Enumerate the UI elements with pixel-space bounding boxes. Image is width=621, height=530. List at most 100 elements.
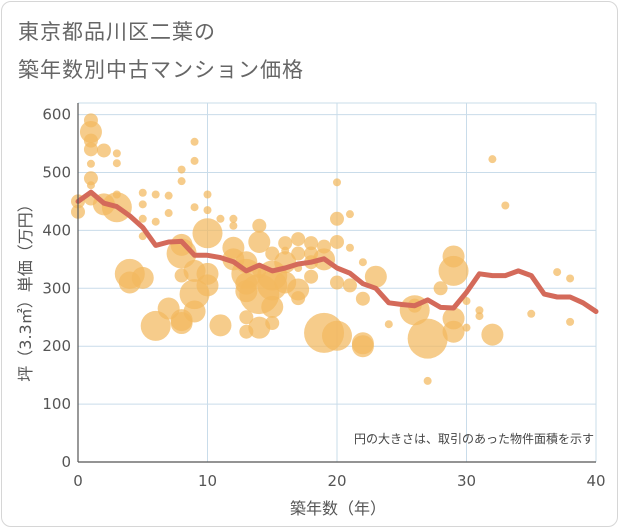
bubble-point bbox=[345, 243, 354, 252]
chart-title-line-1: 東京都品川区二葉の bbox=[18, 20, 216, 44]
bubble-point bbox=[317, 239, 332, 254]
bubble-point bbox=[265, 316, 280, 331]
bubble-point bbox=[138, 214, 147, 223]
bubble-point bbox=[112, 190, 121, 199]
bubble-point bbox=[475, 306, 484, 315]
bubble-point bbox=[252, 218, 267, 233]
bubble-point bbox=[423, 376, 432, 385]
x-tick-label: 30 bbox=[457, 472, 476, 490]
bubble-point bbox=[229, 221, 238, 230]
bubble-point bbox=[475, 312, 484, 321]
bubble-point bbox=[177, 177, 186, 186]
bubble-point bbox=[407, 318, 448, 359]
bubble-point bbox=[248, 316, 271, 339]
bubble-point bbox=[190, 137, 199, 146]
bubble-point bbox=[342, 278, 357, 293]
bubble-point bbox=[304, 269, 319, 284]
x-tick-label: 10 bbox=[198, 472, 217, 490]
bubble-point bbox=[192, 218, 223, 249]
bubble-point bbox=[248, 230, 271, 253]
bubble-point bbox=[203, 190, 212, 199]
y-tick-label: 200 bbox=[42, 337, 71, 355]
bubble-point bbox=[229, 214, 238, 223]
bubble-point bbox=[203, 206, 212, 215]
tick-labels: 0 100 200 300 400 500 600 0 10 20 30 40 bbox=[42, 106, 605, 490]
y-tick-label: 0 bbox=[61, 453, 71, 471]
bubble-point bbox=[190, 203, 199, 212]
bubble-point bbox=[83, 171, 98, 186]
bubble-point bbox=[183, 300, 206, 323]
bubble-point bbox=[553, 268, 562, 277]
bubble-point bbox=[566, 274, 575, 283]
bubble-point bbox=[140, 310, 171, 341]
bubble-point bbox=[83, 142, 98, 157]
x-tick-label: 0 bbox=[73, 472, 83, 490]
y-tick-label: 300 bbox=[42, 279, 71, 297]
bubble-point bbox=[261, 295, 284, 318]
bubble-point bbox=[177, 165, 186, 174]
x-axis-title: 築年数（年） bbox=[290, 499, 386, 518]
bubble-point bbox=[86, 181, 95, 190]
bubble-point bbox=[462, 297, 471, 306]
bubble-point bbox=[86, 159, 95, 168]
bubble-point bbox=[209, 314, 232, 337]
bubble-point bbox=[330, 275, 344, 290]
bubble-size-note: 円の大きさは、取引のあった物件面積を示す bbox=[354, 431, 594, 446]
bubble-point bbox=[196, 274, 219, 297]
bubble-point bbox=[96, 143, 111, 158]
chart-title-line-2: 築年数別中古マンション価格 bbox=[18, 58, 304, 82]
bubble-point bbox=[501, 201, 510, 210]
bubble-point bbox=[239, 324, 254, 339]
bubble-point bbox=[433, 281, 448, 296]
bubble-point bbox=[281, 246, 290, 255]
bubble-point bbox=[216, 214, 225, 223]
bubble-point bbox=[442, 320, 465, 343]
bubble-point bbox=[330, 234, 344, 249]
bubble-point bbox=[164, 191, 173, 200]
bubble-point bbox=[235, 280, 258, 303]
bubble-point bbox=[83, 113, 98, 128]
bubble-point bbox=[322, 320, 352, 351]
bubble-point bbox=[345, 210, 354, 219]
bubble-point bbox=[291, 291, 306, 306]
bubble-point bbox=[291, 232, 306, 247]
average-price-line bbox=[75, 189, 599, 314]
bubble-point bbox=[481, 323, 504, 346]
bubble-point bbox=[364, 265, 387, 288]
y-tick-label: 100 bbox=[42, 395, 71, 413]
y-tick-label: 500 bbox=[42, 163, 71, 181]
bubble-point bbox=[190, 156, 199, 165]
bubble-point bbox=[462, 323, 471, 332]
axes bbox=[77, 103, 596, 463]
bubble-point bbox=[138, 200, 147, 209]
x-tick-label: 40 bbox=[586, 472, 605, 490]
bubble-point bbox=[330, 211, 344, 226]
bubble-point bbox=[358, 258, 367, 267]
bubble-point bbox=[131, 266, 154, 289]
y-tick-label: 400 bbox=[42, 221, 71, 239]
bubble-point bbox=[442, 245, 465, 268]
bubble-point bbox=[174, 268, 189, 283]
bubble-point bbox=[488, 155, 497, 164]
bubble-point bbox=[355, 291, 370, 306]
bubble-point bbox=[151, 217, 160, 226]
bubble-point bbox=[112, 149, 121, 158]
bubble-point bbox=[291, 246, 306, 261]
bubble-point bbox=[304, 236, 319, 251]
bubble-point bbox=[112, 159, 121, 168]
y-axis-title: 坪（3.3㎡）単価（万円） bbox=[16, 196, 35, 381]
bubble-point bbox=[151, 190, 160, 199]
bubble-point bbox=[265, 246, 280, 261]
bubble-point bbox=[566, 317, 575, 326]
bubble-point bbox=[333, 178, 341, 187]
bubble-point bbox=[239, 310, 254, 325]
x-tick-label: 20 bbox=[327, 472, 346, 490]
bubble-point bbox=[164, 209, 173, 218]
bubble-series bbox=[71, 113, 575, 385]
y-tick-label: 600 bbox=[42, 106, 71, 124]
bubble-point bbox=[278, 236, 293, 251]
bubble-point bbox=[527, 309, 536, 318]
bubble-point bbox=[138, 188, 147, 197]
bubble-point bbox=[351, 335, 374, 358]
